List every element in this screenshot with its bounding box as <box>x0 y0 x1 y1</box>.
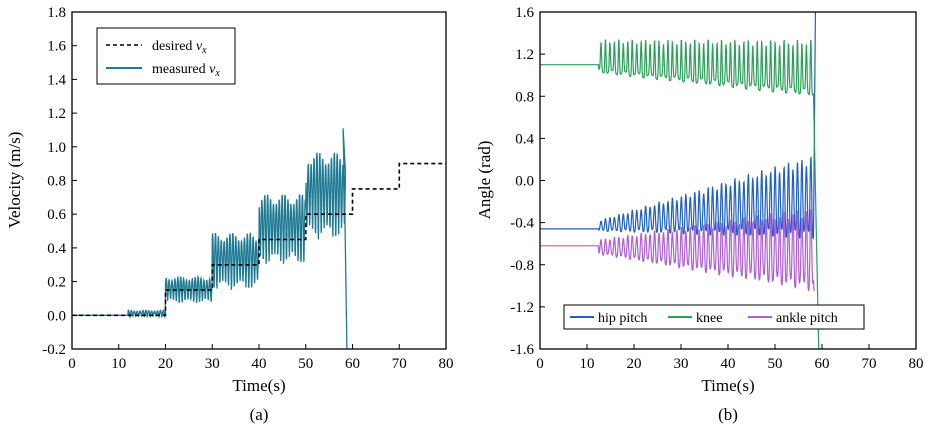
angle-x-tick-label: 40 <box>721 356 736 372</box>
angle-x-tick-label: 50 <box>768 356 783 372</box>
knee-line <box>540 39 820 350</box>
velocity-y-tick-label: 0.6 <box>47 207 66 223</box>
velocity-y-tick-label: 0.2 <box>47 275 66 291</box>
legend-ankle-pitch-label: ankle pitch <box>776 311 838 326</box>
velocity-x-tick-label: 40 <box>252 356 267 372</box>
velocity-plot-area <box>72 128 446 350</box>
velocity-x-tick-label: 10 <box>111 356 126 372</box>
legend-hip-pitch-label: hip pitch <box>598 311 647 326</box>
angle-x-axis-label: Time(s) <box>701 376 754 395</box>
angle-x-tick-label: 20 <box>627 356 642 372</box>
angle-axis-ticks: 0 10 20 30 40 50 60 70 80 -1.6 -1.2 -0.8 -0.4 0.0 0.4 0… <box>510 5 923 372</box>
legend-desired-label: desired vx <box>152 39 207 56</box>
velocity-y-tick-label: 0.0 <box>47 308 66 324</box>
angle-y-tick-label: 1.6 <box>515 5 534 21</box>
velocity-y-tick-label: 0.4 <box>47 241 66 257</box>
velocity-y-tick-label: 1.2 <box>47 106 66 122</box>
velocity-legend-box <box>96 27 236 85</box>
legend-desired-symbol: v <box>196 39 203 54</box>
angle-x-tick-label: 60 <box>815 356 830 372</box>
angle-y-tick-label: 1.2 <box>515 47 534 63</box>
ankle-pitch-line <box>540 208 815 292</box>
velocity-legend: desired vx measured vx <box>96 27 236 85</box>
angle-x-tick-label: 10 <box>580 356 595 372</box>
angle-y-tick-label: -0.4 <box>510 216 534 232</box>
desired-vx-line <box>72 162 446 317</box>
velocity-x-axis-label: Time(s) <box>232 376 285 395</box>
velocity-y-tick-label: 1.6 <box>47 39 66 55</box>
velocity-x-tick-label: 0 <box>68 356 76 372</box>
velocity-x-tick-label: 50 <box>298 356 313 372</box>
velocity-panel-caption: (a) <box>250 405 269 424</box>
angle-y-axis-label: Angle (rad) <box>475 141 494 220</box>
angle-legend: hip pitch knee ankle pitch <box>563 304 865 330</box>
angle-chart: 0 10 20 30 40 50 60 70 80 -1.6 -1.2 -0.8 -0.4 0.0 0.4 0… <box>475 5 924 424</box>
angle-x-tick-label: 0 <box>536 356 544 372</box>
angle-plot-area <box>540 11 820 350</box>
angle-plot-frame <box>539 11 917 350</box>
angle-y-tick-label: -1.6 <box>510 342 534 358</box>
velocity-x-tick-label: 80 <box>439 356 454 372</box>
hip-pitch-line <box>540 11 816 240</box>
velocity-x-tick-label: 70 <box>392 356 407 372</box>
legend-desired-name: desired <box>152 39 192 54</box>
velocity-y-axis-label: Velocity (m/s) <box>5 132 24 229</box>
legend-measured-subscript: x <box>214 68 220 79</box>
angle-panel-caption: (b) <box>718 405 738 424</box>
velocity-x-tick-label: 60 <box>345 356 360 372</box>
velocity-axis-ticks: 0 10 20 30 40 50 60 70 80 -0.2 0.0 0.2 0.4 0.6 0.8 1.0 1… <box>42 5 453 372</box>
velocity-y-tick-label: 0.8 <box>47 174 66 190</box>
velocity-y-tick-label: 1.0 <box>47 140 66 156</box>
velocity-x-tick-label: 20 <box>158 356 173 372</box>
velocity-x-tick-label: 30 <box>205 356 220 372</box>
angle-y-tick-label: 0.0 <box>515 174 534 190</box>
velocity-y-tick-label: 1.8 <box>47 5 66 21</box>
legend-measured-label: measured vx <box>152 62 220 79</box>
angle-x-tick-label: 80 <box>909 356 924 372</box>
angle-y-tick-label: -0.8 <box>510 258 534 274</box>
legend-measured-name: measured <box>152 62 206 77</box>
angle-x-tick-label: 30 <box>674 356 689 372</box>
angle-x-tick-label: 70 <box>862 356 877 372</box>
legend-desired-subscript: x <box>201 45 207 56</box>
velocity-y-tick-label: 1.4 <box>47 72 66 88</box>
velocity-y-tick-label: -0.2 <box>42 342 66 358</box>
velocity-chart: 0 10 20 30 40 50 60 70 80 -0.2 0.0 0.2 0.4 0.6 0.8 1.0 1… <box>5 5 454 424</box>
angle-legend-box <box>563 304 865 330</box>
angle-y-tick-label: 0.4 <box>515 131 534 147</box>
legend-knee-label: knee <box>696 311 722 326</box>
legend-measured-symbol: v <box>209 62 216 77</box>
angle-y-tick-label: 0.8 <box>515 89 534 105</box>
angle-y-tick-label: -1.2 <box>510 300 534 316</box>
